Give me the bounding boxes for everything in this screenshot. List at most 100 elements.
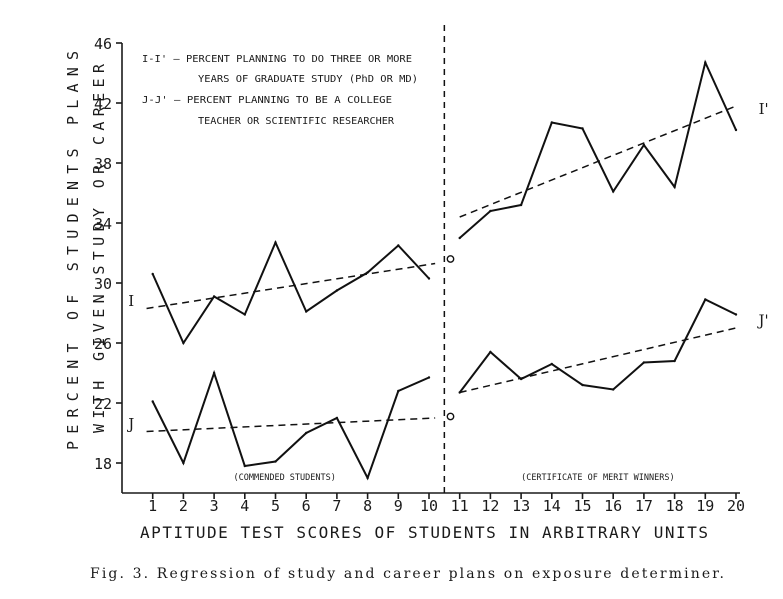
- data-point-i-prime: [673, 185, 676, 189]
- data-point-j-prime: [642, 361, 646, 364]
- series-line-i: [151, 239, 430, 346]
- x-tick-label: 6: [302, 497, 311, 515]
- series-label-j: J: [126, 415, 134, 433]
- data-point-j-prime: [489, 350, 492, 354]
- x-tick-label: 15: [573, 497, 591, 515]
- data-point-j-prime: [704, 298, 707, 301]
- data-point-j-prime: [612, 388, 615, 391]
- data-point-i-prime: [704, 61, 707, 64]
- x-tick-label: 1: [148, 497, 157, 515]
- x-tick-labels: 1 2 3 4 5 6 7 8 9 10 11 12 13 14 15 16 17 18 19 20: [148, 497, 745, 515]
- x-tick-label: 11: [451, 497, 469, 515]
- y-axis-label-left: PERCENT OF STUDENTS PLANS: [64, 50, 82, 450]
- data-point-i: [212, 295, 216, 298]
- data-point-i: [335, 289, 339, 292]
- data-point-i-prime: [734, 128, 738, 132]
- data-point-j: [274, 460, 277, 463]
- data-point-j-prime: [673, 359, 676, 363]
- y-tick-label: 34: [94, 215, 112, 233]
- data-point-i: [366, 271, 369, 274]
- data-point-i: [243, 313, 246, 316]
- series-label-i-prime: I': [759, 100, 769, 118]
- data-point-j: [366, 476, 369, 480]
- data-point-i-prime: [581, 127, 584, 130]
- y-tick-label: 18: [94, 455, 112, 473]
- data-point-i: [151, 272, 154, 276]
- trend-lines: [146, 105, 737, 433]
- x-tick-label: 7: [332, 497, 341, 515]
- x-tick-label: 12: [481, 497, 499, 515]
- data-point-j: [397, 389, 400, 393]
- x-tick-label: 14: [543, 497, 561, 515]
- data-point-i: [305, 310, 308, 313]
- data-point-i: [274, 241, 277, 244]
- y-tick-label: 42: [94, 95, 112, 113]
- series-label-j-prime: J': [757, 312, 769, 330]
- y-tick-label: 46: [94, 35, 112, 53]
- x-tick-label: 10: [420, 497, 438, 515]
- data-point-j: [427, 376, 431, 379]
- axes: [121, 25, 740, 494]
- data-point-j: [182, 461, 185, 465]
- series-line-i-prime: [459, 59, 737, 239]
- y-axis-label-right: WITH GIVEN STUDY OR CAREER: [90, 63, 108, 433]
- data-point-j-prime: [519, 377, 523, 381]
- data-point-j-prime: [581, 383, 584, 387]
- data-point-j: [335, 416, 339, 420]
- data-point-j-prime: [550, 362, 553, 366]
- data-point-i-prime: [489, 209, 492, 213]
- series-labels: I I' J J': [126, 100, 768, 433]
- x-tick-label: 18: [666, 497, 684, 515]
- j-intercept-marker: [446, 412, 455, 421]
- x-tick-label: 13: [512, 497, 530, 515]
- data-point-j: [243, 464, 246, 468]
- data-point-i-prime: [550, 121, 553, 124]
- data-lines: [151, 59, 737, 481]
- series-line-j: [151, 369, 430, 481]
- x-tick-label: 8: [363, 497, 372, 515]
- trend-line-j: [146, 417, 436, 433]
- x-axis-label: APTITUDE TEST SCORES OF STUDENTS IN ARBI…: [140, 523, 708, 542]
- x-tick-label: 5: [271, 497, 280, 515]
- tick-marks: [116, 42, 737, 499]
- y-tick-label: 22: [94, 395, 112, 413]
- x-tick-label: 9: [394, 497, 403, 515]
- x-tick-label: 16: [604, 497, 622, 515]
- data-points: [151, 61, 738, 480]
- data-point-i-prime: [519, 203, 523, 207]
- x-tick-label: 4: [240, 497, 249, 515]
- legend-line-2: YEARS OF GRADUATE STUDY (PhD OR MD): [198, 74, 418, 85]
- y-tick-label: 30: [94, 275, 112, 293]
- data-point-i-prime: [458, 236, 461, 240]
- x-tick-label: 3: [210, 497, 219, 515]
- figure-caption: Fig. 3. Regression of study and career p…: [90, 566, 724, 582]
- legend-line-4: TEACHER OR SCIENTIFIC RESEARCHER: [198, 116, 394, 127]
- trend-line-i: [146, 262, 436, 310]
- series-line-j-prime: [458, 298, 737, 394]
- data-point-j: [305, 431, 308, 435]
- x-tick-label: 17: [635, 497, 653, 515]
- y-tick-label: 26: [94, 335, 112, 353]
- group-label-commended: (COMMENDED STUDENTS): [234, 473, 336, 483]
- data-point-j: [212, 371, 216, 375]
- data-point-i: [427, 277, 431, 280]
- markers: [446, 255, 455, 421]
- data-point-j-prime: [734, 313, 738, 316]
- x-tick-label: 2: [179, 497, 188, 515]
- x-tick-label: 19: [696, 497, 714, 515]
- i-intercept-marker: [446, 255, 455, 263]
- data-point-i: [182, 341, 185, 345]
- legend-line-1: I-I' — PERCENT PLANNING TO DO THREE OR M…: [142, 54, 412, 65]
- legend-line-3: J-J' — PERCENT PLANNING TO BE A COLLEGE: [142, 95, 392, 106]
- y-tick-labels: 18 22 26 30 34 38 42 46: [94, 35, 112, 473]
- group-label-merit: (CERTIFICATE OF MERIT WINNERS): [521, 473, 675, 483]
- data-point-j: [151, 400, 154, 403]
- data-point-i-prime: [642, 143, 646, 147]
- x-tick-label: 20: [727, 497, 745, 515]
- data-point-j-prime: [458, 391, 461, 394]
- y-tick-label: 38: [94, 155, 112, 173]
- series-label-i: I: [128, 292, 134, 310]
- data-point-i: [397, 244, 400, 247]
- data-point-i-prime: [612, 190, 615, 193]
